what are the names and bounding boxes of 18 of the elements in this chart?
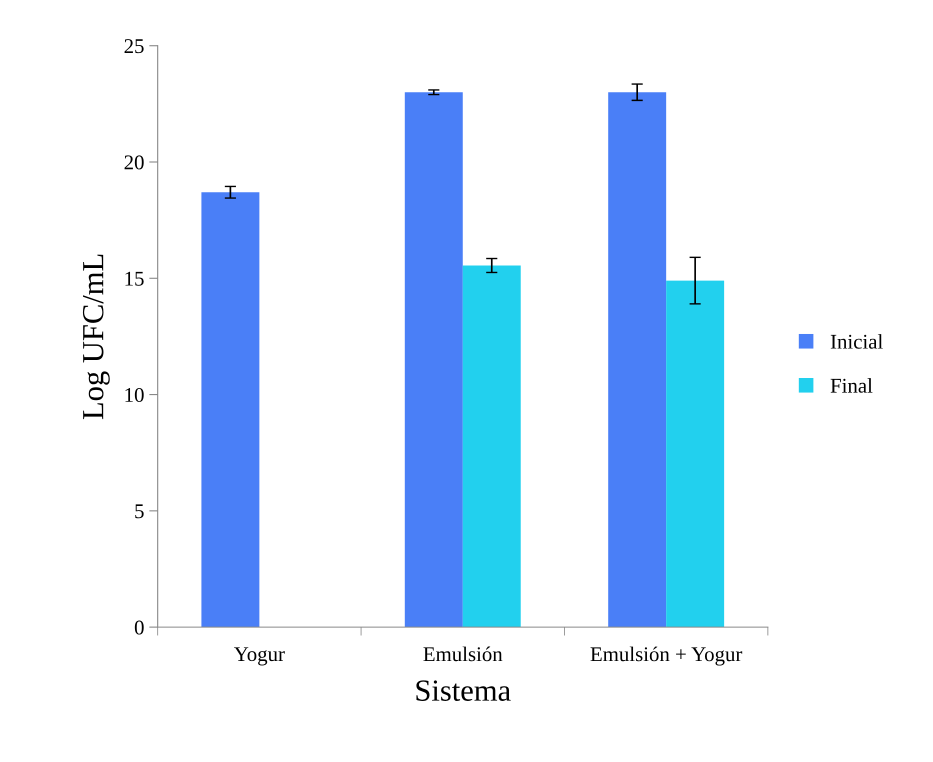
legend-label: Inicial bbox=[830, 334, 883, 349]
y-tick-label: 5 bbox=[135, 504, 144, 518]
bar bbox=[201, 192, 260, 628]
bar bbox=[666, 280, 724, 628]
x-tick-label: Emulsión bbox=[423, 646, 502, 662]
y-tick-label: 10 bbox=[125, 388, 144, 402]
y-tick-label: 25 bbox=[124, 39, 144, 54]
x-axis-title: Sistema bbox=[416, 680, 511, 701]
bar bbox=[462, 265, 521, 628]
x-tick-label: Emulsión + Yogur bbox=[590, 646, 742, 666]
y-tick-label: 15 bbox=[125, 272, 144, 286]
y-tick-label: 20 bbox=[124, 155, 144, 170]
legend-label: Final bbox=[830, 378, 872, 393]
y-tick-label: 0 bbox=[134, 620, 144, 635]
bar bbox=[404, 92, 463, 628]
x-tick-label: Yogur bbox=[234, 647, 285, 666]
y-axis-title: Log UFC/mL bbox=[82, 254, 110, 420]
bar bbox=[608, 92, 666, 628]
